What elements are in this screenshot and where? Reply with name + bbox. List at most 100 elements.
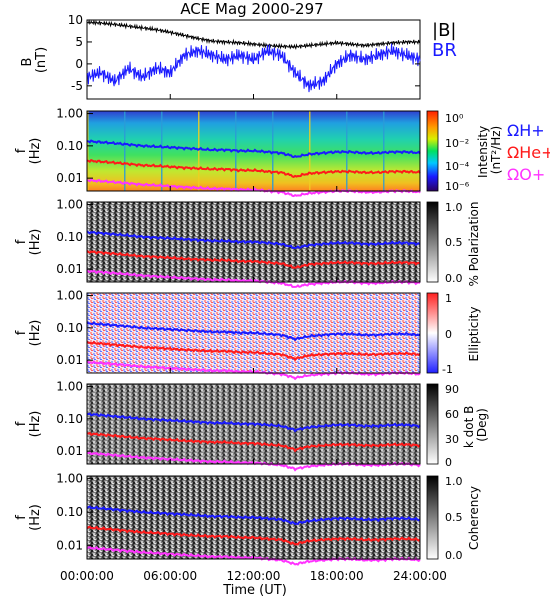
panel-ellipticity: 1 0 -1 Ellipticity bbox=[87, 292, 481, 376]
spectral-streak bbox=[161, 111, 163, 191]
spectral-streak bbox=[346, 111, 348, 191]
spectral-streak bbox=[87, 111, 89, 191]
y-axis-label-line: f bbox=[14, 330, 29, 335]
panel-magnetic-field: 10 5 0 -5 B (nT) |B| BR bbox=[20, 13, 457, 100]
panel-intensity: 10⁰ 10⁻² 10⁻⁴ 10⁻⁶ Intensity (nT²/Hz) ΩH… bbox=[87, 110, 550, 193]
series-br-line bbox=[86, 43, 421, 93]
spectral-streak bbox=[383, 111, 385, 191]
y-tick-label: 0.10 bbox=[56, 230, 83, 244]
spectral-streak bbox=[124, 111, 126, 191]
spectral-streak bbox=[346, 111, 348, 191]
y-tick-label: 1.00 bbox=[56, 289, 83, 303]
y-tick-label: 0.01 bbox=[56, 444, 83, 458]
spectral-streak bbox=[272, 111, 274, 191]
spectral-streak bbox=[198, 111, 200, 191]
spectrogram-frames: 1.000.100.01f(Hz)1.000.100.01f(Hz)1.000.… bbox=[14, 107, 421, 566]
legend-br: BR bbox=[432, 40, 457, 61]
spectral-streak bbox=[346, 111, 348, 191]
gyrofrequency-line bbox=[86, 230, 421, 250]
x-tick-label: 00:00:00 bbox=[60, 569, 114, 583]
colorbar-label: Intensity (nT²/Hz) bbox=[476, 122, 503, 178]
spectral-streak bbox=[124, 111, 126, 191]
spectral-streak bbox=[124, 111, 126, 191]
y-axis-label: f(Hz) bbox=[14, 229, 43, 256]
colorbar-tick: 0 bbox=[445, 328, 452, 341]
gyrofrequency-line bbox=[86, 321, 421, 342]
gyrofrequency-line bbox=[86, 139, 421, 159]
spectral-streak bbox=[161, 111, 163, 191]
colorbar-label: k dot B (Deg) bbox=[462, 402, 489, 448]
spectral-streak bbox=[198, 111, 200, 191]
colorbar bbox=[426, 475, 439, 560]
field-lines bbox=[86, 19, 421, 93]
colorbar-label-line2: (Deg) bbox=[475, 408, 489, 442]
colorbar-tick: 30 bbox=[445, 433, 459, 446]
colorbar-tick: 90 bbox=[445, 383, 459, 396]
colorbar-tick: 1 bbox=[445, 292, 452, 305]
spectral-streak bbox=[87, 111, 89, 191]
series-bmag-line bbox=[86, 19, 421, 50]
panel-polarization: 1.0 0.5 0.0 % Polarization bbox=[87, 201, 481, 286]
y-tick-label: 0.01 bbox=[56, 539, 83, 553]
spectral-streak bbox=[161, 111, 163, 191]
spectral-streak bbox=[198, 111, 200, 191]
spectral-streak bbox=[346, 111, 348, 191]
spectral-streak bbox=[383, 111, 385, 191]
spectral-streak bbox=[198, 111, 200, 191]
x-axis-label: Time (UT) bbox=[222, 583, 287, 598]
y-axis-label-line1: B bbox=[20, 58, 35, 67]
y-tick-label: 0.10 bbox=[56, 139, 83, 153]
y-tick-label: 0.10 bbox=[56, 412, 83, 426]
colorbar-tick: 0 bbox=[445, 456, 452, 469]
y-tick-label: 0 bbox=[75, 57, 83, 71]
x-tick-label: 24:00:00 bbox=[393, 569, 447, 583]
spectral-streak bbox=[124, 111, 126, 191]
y-axis-label-line: f bbox=[14, 421, 29, 426]
colorbar bbox=[426, 201, 439, 283]
spectral-streak bbox=[309, 111, 311, 191]
colorbar-tick: -1 bbox=[442, 363, 453, 376]
y-axis-label-line: (Hz) bbox=[28, 138, 43, 165]
panel-k-dot-b: 90 60 30 0 k dot B (Deg) bbox=[87, 383, 489, 469]
spectral-streak bbox=[309, 111, 311, 191]
legend-h-plus: ΩH+ bbox=[507, 121, 545, 140]
spectral-streak bbox=[124, 111, 126, 191]
y-axis-label: f(Hz) bbox=[14, 504, 43, 531]
spectral-streak bbox=[309, 111, 311, 191]
colorbar-tick: 0.0 bbox=[445, 549, 463, 562]
gyrofrequency-line bbox=[86, 249, 421, 269]
colorbar-label-line2: (nT²/Hz) bbox=[489, 126, 503, 174]
colorbar-tick: 1.0 bbox=[445, 201, 463, 214]
spectral-streak bbox=[309, 111, 311, 191]
spectral-streak bbox=[198, 111, 200, 191]
y-axis-label: f(Hz) bbox=[14, 320, 43, 347]
spectral-streak bbox=[87, 111, 89, 191]
y-axis-label-line: (Hz) bbox=[28, 320, 43, 347]
y-tick-label: 0.01 bbox=[56, 171, 83, 185]
y-axis-label-line: f bbox=[14, 239, 29, 244]
colorbar bbox=[426, 383, 439, 465]
y-tick-label: 1.00 bbox=[56, 107, 83, 121]
gyrofrequency-line bbox=[86, 431, 421, 453]
legend-he-plus: ΩHe+ bbox=[507, 143, 550, 162]
y-axis-label-line: f bbox=[14, 148, 29, 153]
gyrofrequency-line bbox=[86, 158, 421, 179]
x-tick-label: 18:00:00 bbox=[310, 569, 364, 583]
spectral-streak bbox=[198, 111, 200, 191]
spectral-streak bbox=[124, 111, 126, 191]
colorbar-label: Ellipticity bbox=[467, 307, 481, 362]
spectral-streak bbox=[272, 111, 274, 191]
gyrofrequency-line bbox=[86, 525, 421, 546]
colorbar-tick: 60 bbox=[445, 408, 459, 421]
spectral-streak bbox=[87, 111, 89, 191]
gyrofrequency-line bbox=[86, 340, 421, 362]
spectral-streak bbox=[309, 111, 311, 191]
y-axis-label: B (nT) bbox=[20, 47, 49, 73]
spectral-streak bbox=[309, 111, 311, 191]
spectral-streak bbox=[383, 111, 385, 191]
y-axis-label-line: f bbox=[14, 515, 29, 520]
y-tick-label: -5 bbox=[71, 79, 83, 93]
spectral-streak bbox=[272, 111, 274, 191]
y-axis-label-line2: (nT) bbox=[34, 47, 49, 73]
